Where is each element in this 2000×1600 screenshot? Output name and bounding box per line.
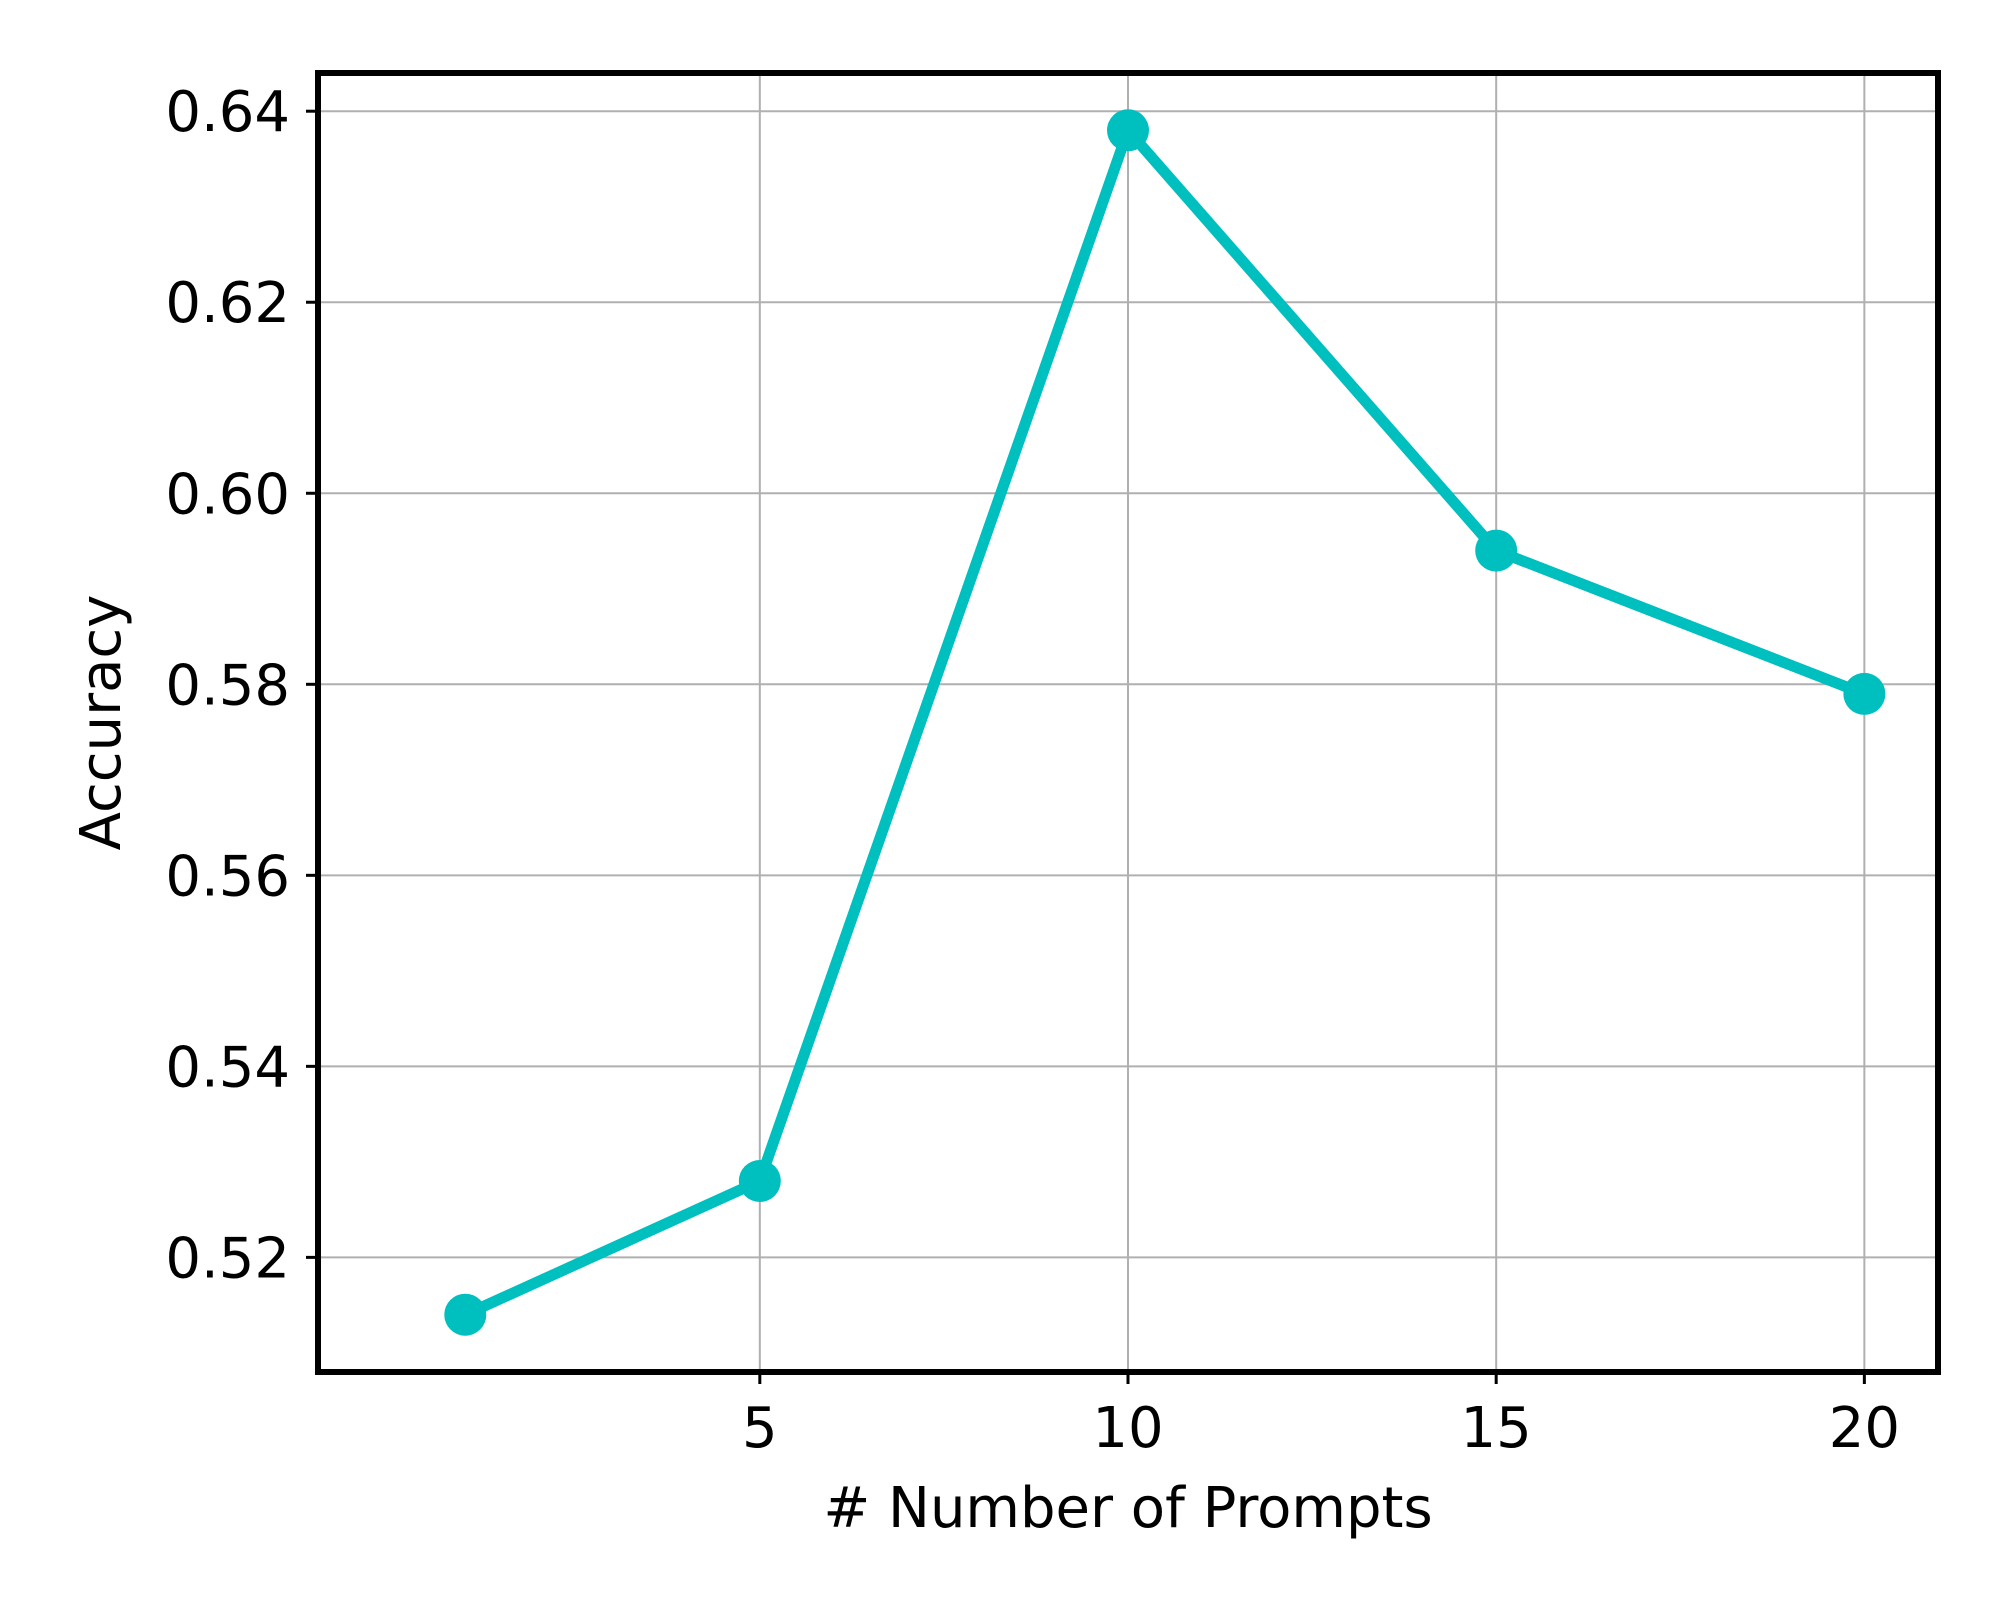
series [444,109,1886,1336]
data-point-marker [738,1159,781,1202]
grid [318,73,1938,1372]
ticks: 5 10 15 20 0.52 0.54 0.56 0.58 0.60 0.62 0.64 [165,80,1900,1461]
series-line [459,124,1870,1321]
y-axis-label: Accuracy [69,595,134,851]
x-tick-label: 5 [742,1396,778,1461]
y-tick-label: 0.60 [165,462,290,527]
data-point-marker [1107,109,1149,152]
x-tick-label: 15 [1461,1396,1532,1461]
y-tick-label: 0.64 [165,80,290,145]
y-tick-label: 0.56 [165,844,290,909]
data-point-marker [1475,529,1518,572]
y-tick-label: 0.58 [165,653,290,718]
plot-frame [315,70,1941,1375]
y-tick-label: 0.54 [165,1035,290,1100]
y-tick-label: 0.62 [165,271,290,336]
x-axis-label: # Number of Prompts [823,1476,1432,1541]
x-tick-label: 10 [1092,1396,1163,1461]
y-tick-label: 0.52 [165,1226,290,1291]
data-point-marker [444,1293,487,1336]
data-point-marker [1843,672,1886,715]
x-tick-label: 20 [1829,1396,1900,1461]
